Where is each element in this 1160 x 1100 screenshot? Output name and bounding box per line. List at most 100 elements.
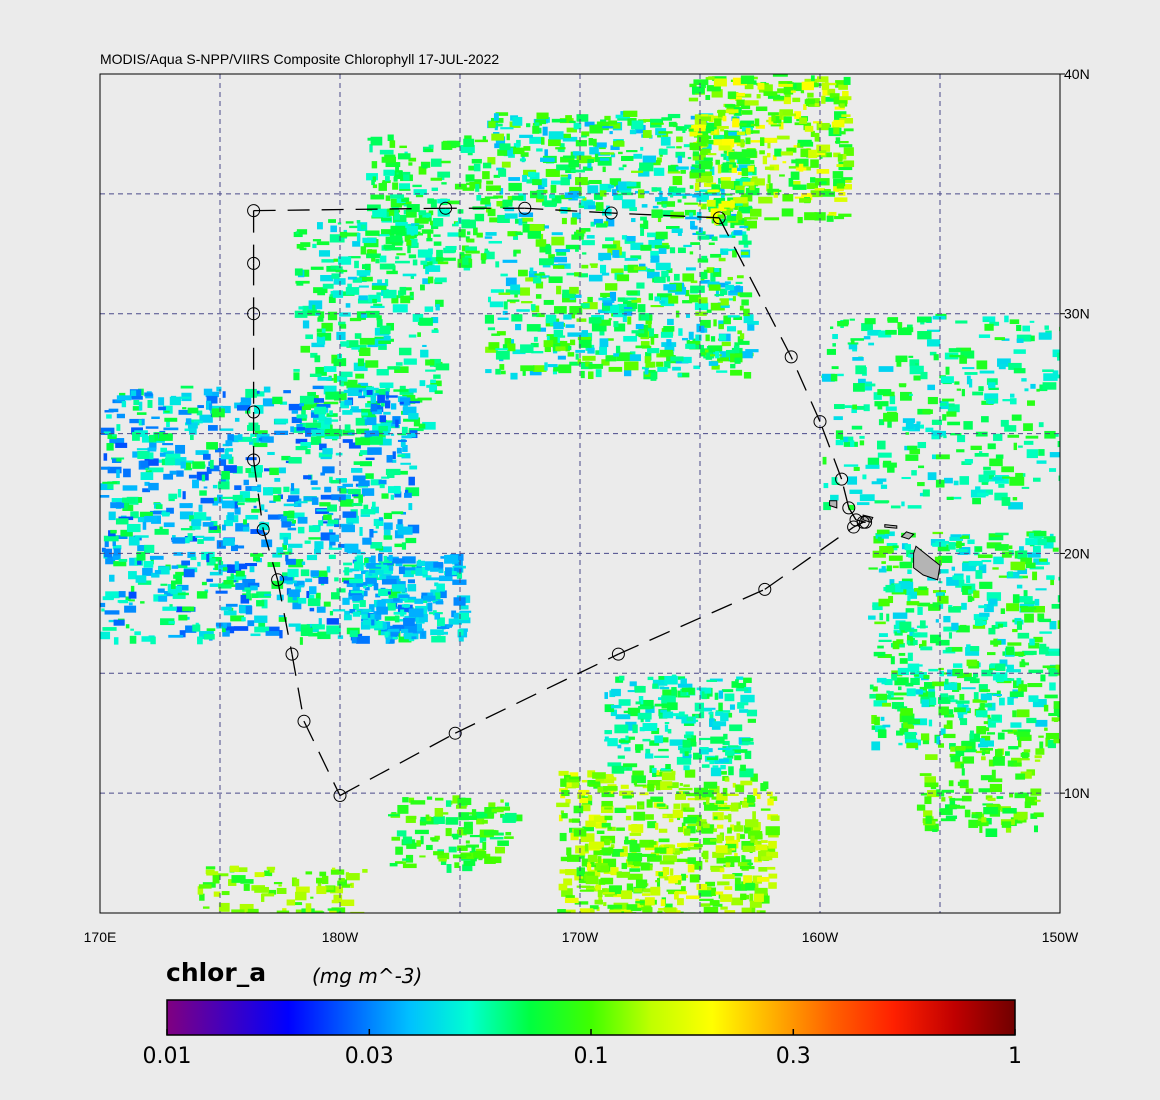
chlorophyll-pixel (871, 481, 883, 485)
chlorophyll-pixel (432, 600, 438, 603)
chlorophyll-pixel (391, 207, 399, 214)
chlorophyll-pixel (322, 875, 329, 885)
chlorophyll-pixel (1007, 760, 1018, 767)
chlorophyll-pixel (124, 605, 137, 613)
chlorophyll-pixel (359, 450, 373, 455)
chlorophyll-pixel (1038, 332, 1052, 340)
chlorophyll-pixel (614, 807, 627, 814)
chlorophyll-pixel (669, 739, 685, 746)
chlorophyll-pixel (1008, 502, 1023, 510)
chlorophyll-pixel (328, 296, 336, 304)
chlorophyll-pixel (140, 601, 145, 604)
chlorophyll-pixel (302, 320, 310, 329)
chlorophyll-pixel (339, 312, 351, 317)
chlorophyll-pixel (349, 578, 364, 584)
chlorophyll-pixel (326, 618, 339, 625)
chlorophyll-pixel (481, 819, 488, 824)
chlorophyll-pixel (384, 632, 389, 638)
longitude-label: 170E (84, 929, 117, 945)
chlorophyll-pixel (656, 877, 661, 887)
chlorophyll-pixel (753, 788, 758, 796)
chlorophyll-pixel (330, 479, 341, 484)
chlorophyll-pixel (532, 179, 545, 186)
chlorophyll-pixel (358, 285, 369, 288)
colorbar-tick-label: 1 (1008, 1044, 1022, 1069)
chlorophyll-pixel (594, 142, 607, 148)
chlorophyll-pixel (102, 596, 114, 601)
chlorophyll-pixel (581, 131, 590, 137)
chlorophyll-pixel (425, 266, 430, 275)
chlorophyll-pixel (924, 682, 935, 689)
chlorophyll-pixel (599, 264, 607, 274)
chlorophyll-pixel (1026, 717, 1037, 724)
chlorophyll-pixel (461, 219, 476, 229)
chlorophyll-pixel (120, 529, 133, 537)
chlorophyll-pixel (631, 330, 645, 334)
chlorophyll-pixel (824, 188, 831, 192)
chlorophyll-pixel (415, 224, 424, 229)
chlorophyll-pixel (781, 208, 794, 217)
chlorophyll-pixel (739, 305, 744, 311)
chlorophyll-pixel (721, 689, 734, 693)
chlorophyll-pixel (405, 209, 417, 218)
chlorophyll-pixel (336, 331, 346, 340)
chlorophyll-pixel (556, 164, 571, 171)
chlorophyll-pixel (908, 355, 914, 358)
chlorophyll-pixel (641, 204, 648, 208)
chlorophyll-pixel (1034, 755, 1042, 759)
chlorophyll-pixel (714, 134, 726, 140)
chlorophyll-pixel (666, 276, 671, 282)
chlorophyll-pixel (118, 591, 126, 598)
chlorophyll-pixel (325, 391, 340, 400)
chlorophyll-pixel (140, 472, 154, 480)
chlorophyll-pixel (601, 847, 614, 853)
track-segment (276, 579, 293, 655)
chlorophyll-pixel (177, 592, 189, 596)
chlorophyll-pixel (712, 115, 723, 121)
chlorophyll-pixel (998, 363, 1006, 370)
chlorophyll-pixel (602, 892, 615, 895)
chlorophyll-pixel (433, 562, 444, 568)
chlorophyll-pixel (281, 519, 291, 528)
chlorophyll-pixel (349, 317, 362, 322)
chlorophyll-pixel (868, 615, 876, 620)
chlorophyll-pixel (670, 868, 674, 876)
chlorophyll-pixel (821, 82, 829, 91)
chlorophyll-pixel (966, 659, 978, 667)
chlorophyll-pixel (588, 274, 603, 282)
chlorophyll-pixel (740, 104, 751, 110)
chlorophyll-pixel (683, 722, 695, 726)
chlorophyll-pixel (296, 414, 308, 419)
chlorophyll-pixel (493, 174, 500, 178)
chlorophyll-pixel (288, 623, 301, 627)
chlorophyll-pixel (742, 202, 749, 209)
chlorophyll-pixel (630, 351, 636, 357)
chlorophyll-pixel (627, 873, 643, 880)
chlorophyll-pixel (230, 615, 245, 622)
chlorophyll-pixel (1043, 541, 1054, 549)
chlorophyll-pixel (634, 784, 647, 787)
chlorophyll-pixel (1059, 326, 1060, 332)
chlorophyll-pixel (537, 181, 545, 190)
station-marker (333, 789, 347, 803)
chlorophyll-pixel (455, 804, 467, 809)
chlorophyll-pixel (992, 476, 1004, 481)
chlorophyll-pixel (612, 189, 617, 197)
chlorophyll-pixel (291, 410, 299, 414)
chlorophyll-pixel (718, 334, 727, 341)
chlorophyll-pixel (283, 390, 291, 394)
chlorophyll-pixel (714, 294, 725, 297)
chlorophyll-pixel (104, 539, 109, 548)
latitude-label: 30N (1064, 306, 1090, 322)
chlorophyll-pixel (877, 729, 887, 739)
chlorophyll-pixel (431, 636, 446, 643)
chlorophyll-pixel (855, 405, 865, 410)
chlorophyll-pixel (847, 476, 858, 485)
chlorophyll-pixel (341, 884, 351, 888)
chlorophyll-pixel (474, 811, 488, 818)
chlorophyll-pixel (329, 410, 333, 416)
chlorophyll-pixel (871, 714, 877, 724)
chlorophyll-pixel (205, 866, 216, 870)
chlorophyll-pixel (245, 388, 257, 398)
chlorophyll-pixel (336, 588, 346, 593)
